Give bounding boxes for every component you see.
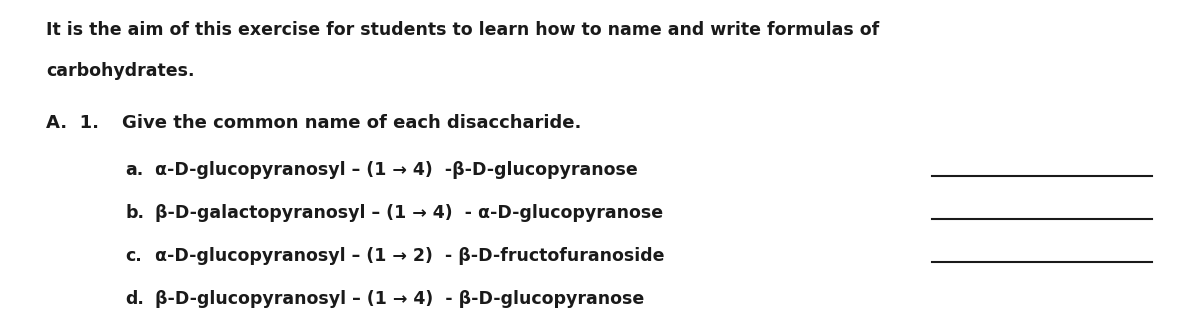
Text: β-D-glucopyranosyl – (1 → 4)  - β-D-glucopyranose: β-D-glucopyranosyl – (1 → 4) - β-D-gluco… — [155, 290, 644, 308]
Text: α-D-glucopyranosyl – (1 → 4)  -β-D-glucopyranose: α-D-glucopyranosyl – (1 → 4) -β-D-glucop… — [155, 161, 638, 179]
Text: It is the aim of this exercise for students to learn how to name and write formu: It is the aim of this exercise for stude… — [46, 21, 880, 39]
Text: α-D-glucopyranosyl – (1 → 2)  - β-D-fructofuranoside: α-D-glucopyranosyl – (1 → 2) - β-D-fruct… — [155, 247, 665, 265]
Text: d.: d. — [126, 290, 144, 308]
Text: carbohydrates.: carbohydrates. — [46, 62, 194, 80]
Text: β-D-galactopyranosyl – (1 → 4)  - α-D-glucopyranose: β-D-galactopyranosyl – (1 → 4) - α-D-glu… — [155, 204, 664, 222]
Text: a.: a. — [126, 161, 144, 179]
Text: Give the common name of each disaccharide.: Give the common name of each disaccharid… — [122, 114, 581, 132]
Text: c.: c. — [126, 247, 143, 265]
Text: b.: b. — [126, 204, 144, 222]
Text: A.  1.: A. 1. — [46, 114, 100, 132]
